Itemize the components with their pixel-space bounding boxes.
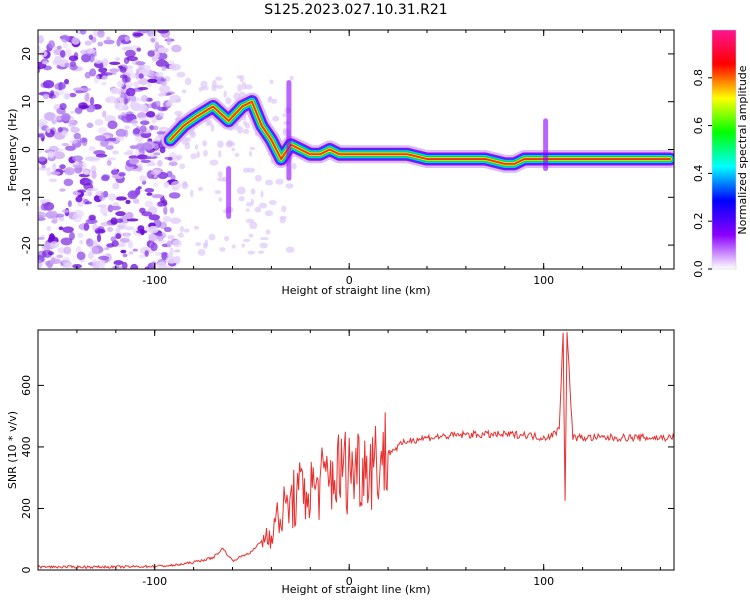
colorbar-tick-label: 0.6 [692, 117, 705, 135]
spectrogram-ytick-label: 20 [20, 47, 33, 61]
snr-ytick-label: 600 [20, 375, 33, 396]
spectrogram-ytick-label: -20 [20, 236, 33, 254]
colorbar: 0.0 0.2 0.4 0.6 0.8 Normalized spectral ampl… [692, 29, 749, 278]
snr-xlabel: Height of straight line (km) [281, 583, 430, 596]
spectrogram-xlabel: Height of straight line (km) [281, 284, 430, 297]
spectrogram-ytick-label: 0 [20, 146, 33, 153]
spectrogram-xtick-label: 100 [533, 274, 554, 287]
spectrogram-xtick-label: -100 [142, 274, 167, 287]
snr-ticks: -100 0 100 0 200 400 600 [20, 330, 674, 588]
spectrogram-ytick-label: 10 [20, 95, 33, 109]
snr-ytick-label: 0 [20, 567, 33, 574]
snr-xtick-label: 0 [346, 575, 353, 588]
colorbar-tick-label: 0.4 [692, 165, 705, 183]
colorbar-frame [711, 29, 737, 270]
snr-panel: -100 0 100 0 200 400 600 Height of straight li… [6, 329, 675, 596]
colorbar-tick-label: 0.0 [692, 260, 705, 278]
colorbar-label: Normalized spectral amplitude [736, 65, 749, 234]
snr-frame [37, 329, 675, 571]
snr-series-line [38, 332, 674, 570]
colorbar-tick-label: 0.2 [692, 212, 705, 230]
colorbar-tick-label: 0.8 [692, 69, 705, 87]
snr-xtick-label: 100 [533, 575, 554, 588]
snr-ytick-label: 200 [20, 498, 33, 519]
spectrogram-xtick-label: 0 [346, 274, 353, 287]
colorbar-ticks: 0.0 0.2 0.4 0.6 0.8 [692, 69, 712, 278]
spectrogram-ytick-label: -10 [20, 188, 33, 206]
spectrogram-heatmap [38, 30, 674, 269]
snr-ylabel: SNR (10 * v/v) [6, 411, 19, 489]
colorbar-gradient [712, 30, 736, 269]
figure-title: S125.2023.027.10.31.R21 [264, 2, 447, 18]
snr-xtick-label: -100 [142, 575, 167, 588]
spectrogram-ylabel: Frequency (Hz) [6, 109, 19, 192]
snr-ytick-label: 400 [20, 436, 33, 457]
